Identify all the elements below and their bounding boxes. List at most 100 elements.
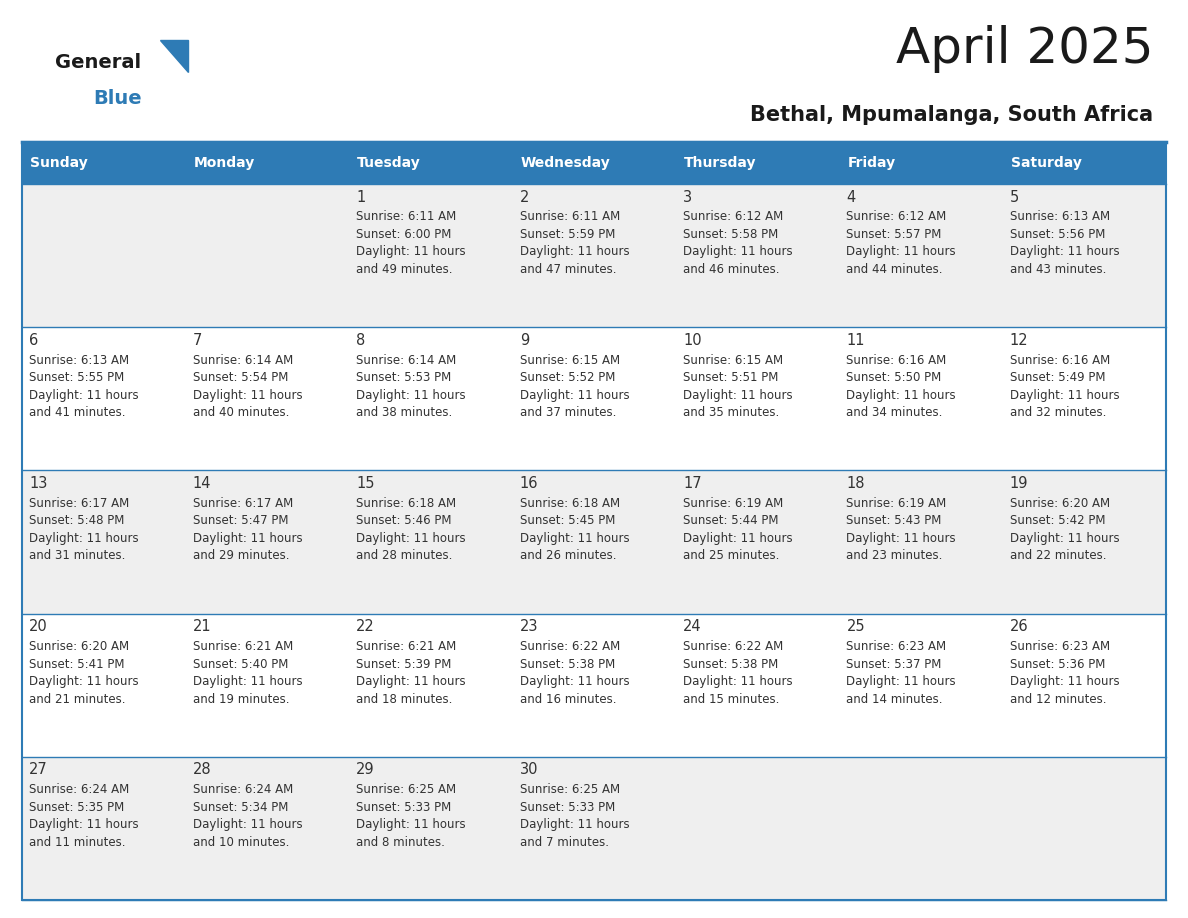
Text: Sunrise: 6:14 AM: Sunrise: 6:14 AM [192, 353, 293, 366]
Text: Sunrise: 6:17 AM: Sunrise: 6:17 AM [192, 497, 293, 509]
Text: and 11 minutes.: and 11 minutes. [30, 835, 126, 849]
Text: and 28 minutes.: and 28 minutes. [356, 549, 453, 563]
Text: Sunset: 5:53 PM: Sunset: 5:53 PM [356, 371, 451, 385]
Text: Sunrise: 6:25 AM: Sunrise: 6:25 AM [519, 783, 620, 796]
Text: Daylight: 11 hours: Daylight: 11 hours [519, 388, 630, 402]
Text: 6: 6 [30, 332, 38, 348]
Bar [1003, 756, 1165, 900]
Text: Daylight: 11 hours: Daylight: 11 hours [1010, 388, 1119, 402]
Bar [349, 327, 512, 470]
Text: Blue: Blue [93, 89, 141, 108]
Text: Daylight: 11 hours: Daylight: 11 hours [192, 532, 303, 545]
Text: and 40 minutes.: and 40 minutes. [192, 406, 289, 420]
Bar [839, 327, 1003, 470]
Text: Daylight: 11 hours: Daylight: 11 hours [847, 388, 956, 402]
Text: Sunset: 5:54 PM: Sunset: 5:54 PM [192, 371, 289, 385]
Text: Sunset: 5:33 PM: Sunset: 5:33 PM [519, 800, 615, 813]
Text: General: General [55, 53, 141, 72]
Bar [839, 184, 1003, 327]
Bar [839, 756, 1003, 900]
Text: 3: 3 [683, 189, 693, 205]
Text: Sunset: 5:41 PM: Sunset: 5:41 PM [30, 657, 125, 671]
Bar [23, 613, 185, 756]
Text: Sunset: 5:40 PM: Sunset: 5:40 PM [192, 657, 289, 671]
Bar [676, 613, 839, 756]
Text: Sunrise: 6:15 AM: Sunrise: 6:15 AM [519, 353, 620, 366]
Text: 14: 14 [192, 476, 211, 491]
Bar [185, 142, 349, 184]
Text: and 46 minutes.: and 46 minutes. [683, 263, 779, 276]
Bar [23, 142, 185, 184]
Text: Sunrise: 6:21 AM: Sunrise: 6:21 AM [356, 640, 456, 653]
Text: Sunset: 5:50 PM: Sunset: 5:50 PM [847, 371, 942, 385]
Text: Daylight: 11 hours: Daylight: 11 hours [192, 388, 303, 402]
Text: and 22 minutes.: and 22 minutes. [1010, 549, 1106, 563]
Text: Daylight: 11 hours: Daylight: 11 hours [356, 532, 466, 545]
Text: Daylight: 11 hours: Daylight: 11 hours [192, 818, 303, 832]
Text: 15: 15 [356, 476, 374, 491]
Text: Sunrise: 6:12 AM: Sunrise: 6:12 AM [683, 210, 783, 223]
Text: Sunset: 5:47 PM: Sunset: 5:47 PM [192, 514, 289, 528]
Text: Daylight: 11 hours: Daylight: 11 hours [1010, 245, 1119, 259]
Bar [185, 470, 349, 613]
Text: Daylight: 11 hours: Daylight: 11 hours [30, 532, 139, 545]
Text: 26: 26 [1010, 619, 1029, 634]
Bar [349, 756, 512, 900]
Text: Sunrise: 6:11 AM: Sunrise: 6:11 AM [356, 210, 456, 223]
Text: Daylight: 11 hours: Daylight: 11 hours [683, 388, 792, 402]
Bar [185, 613, 349, 756]
Text: 24: 24 [683, 619, 702, 634]
Bar [839, 613, 1003, 756]
Text: Sunrise: 6:15 AM: Sunrise: 6:15 AM [683, 353, 783, 366]
Bar [23, 470, 185, 613]
Text: Sunrise: 6:22 AM: Sunrise: 6:22 AM [683, 640, 783, 653]
Text: Tuesday: Tuesday [358, 156, 421, 170]
Bar [676, 142, 839, 184]
Text: 4: 4 [847, 189, 855, 205]
Bar [185, 756, 349, 900]
Text: Sunrise: 6:24 AM: Sunrise: 6:24 AM [192, 783, 293, 796]
Text: Daylight: 11 hours: Daylight: 11 hours [192, 675, 303, 688]
Text: Sunset: 5:49 PM: Sunset: 5:49 PM [1010, 371, 1105, 385]
Text: Sunrise: 6:20 AM: Sunrise: 6:20 AM [1010, 497, 1110, 509]
Text: Daylight: 11 hours: Daylight: 11 hours [30, 388, 139, 402]
Bar [676, 756, 839, 900]
Text: 8: 8 [356, 332, 366, 348]
Text: and 32 minutes.: and 32 minutes. [1010, 406, 1106, 420]
Text: Sunset: 5:58 PM: Sunset: 5:58 PM [683, 228, 778, 241]
Text: Daylight: 11 hours: Daylight: 11 hours [683, 675, 792, 688]
Text: Sunrise: 6:14 AM: Sunrise: 6:14 AM [356, 353, 456, 366]
Text: Sunday: Sunday [30, 156, 88, 170]
Bar [349, 613, 512, 756]
Bar [512, 756, 676, 900]
Bar [512, 184, 676, 327]
Text: 10: 10 [683, 332, 702, 348]
Bar [349, 470, 512, 613]
Text: and 8 minutes.: and 8 minutes. [356, 835, 446, 849]
Text: and 34 minutes.: and 34 minutes. [847, 406, 943, 420]
Text: Daylight: 11 hours: Daylight: 11 hours [519, 675, 630, 688]
Bar [839, 470, 1003, 613]
Text: Sunrise: 6:11 AM: Sunrise: 6:11 AM [519, 210, 620, 223]
Text: and 38 minutes.: and 38 minutes. [356, 406, 453, 420]
Text: Daylight: 11 hours: Daylight: 11 hours [847, 245, 956, 259]
Bar [512, 327, 676, 470]
Text: 5: 5 [1010, 189, 1019, 205]
Text: 29: 29 [356, 762, 375, 778]
Text: Monday: Monday [194, 156, 255, 170]
Text: Friday: Friday [847, 156, 896, 170]
Text: Daylight: 11 hours: Daylight: 11 hours [683, 532, 792, 545]
Text: 7: 7 [192, 332, 202, 348]
Text: Sunrise: 6:19 AM: Sunrise: 6:19 AM [847, 497, 947, 509]
Text: Sunset: 5:42 PM: Sunset: 5:42 PM [1010, 514, 1105, 528]
Text: 1: 1 [356, 189, 366, 205]
Text: and 31 minutes.: and 31 minutes. [30, 549, 126, 563]
Bar [23, 142, 1165, 900]
Bar [349, 184, 512, 327]
Text: Sunrise: 6:17 AM: Sunrise: 6:17 AM [30, 497, 129, 509]
Text: 30: 30 [519, 762, 538, 778]
Text: Daylight: 11 hours: Daylight: 11 hours [519, 532, 630, 545]
Text: Daylight: 11 hours: Daylight: 11 hours [356, 388, 466, 402]
Text: and 29 minutes.: and 29 minutes. [192, 549, 290, 563]
Text: 20: 20 [30, 619, 48, 634]
